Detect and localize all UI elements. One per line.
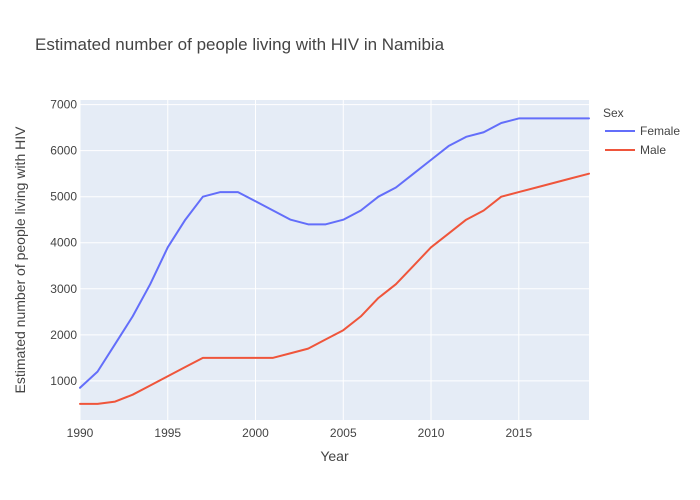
x-axis-title: Year [320,448,349,464]
series-lines [79,117,590,405]
chart-title: Estimated number of people living with H… [35,35,445,54]
plot-area [80,100,589,420]
legend-item-female[interactable]: Female [605,124,680,138]
y-tick-label: 2000 [50,328,77,342]
legend-items: Female Male [605,124,680,157]
legend-title: Sex [603,106,624,120]
legend: Sex Female Male [603,106,680,157]
x-tick-label: 1995 [154,426,181,440]
x-tick-label: 2010 [418,426,445,440]
legend-item-male[interactable]: Male [605,143,666,157]
legend-label: Male [640,143,666,157]
legend-label: Female [640,124,680,138]
series-line-male [79,172,590,405]
x-tick-label: 2005 [330,426,357,440]
series-line-female [79,117,590,389]
x-axis-ticks: 1990 1995 2000 2005 2010 2015 [67,426,533,440]
grid-lines [79,100,589,420]
x-tick-label: 2000 [242,426,269,440]
y-axis-ticks: 1000 2000 3000 4000 5000 6000 7000 [50,98,77,388]
y-tick-label: 3000 [50,282,77,296]
x-tick-label: 2015 [505,426,532,440]
y-axis-title: Estimated number of people living with H… [12,126,28,394]
y-tick-label: 5000 [50,190,77,204]
y-tick-label: 1000 [50,374,77,388]
y-tick-label: 4000 [50,236,77,250]
y-tick-label: 6000 [50,144,77,158]
y-tick-label: 7000 [50,98,77,112]
x-tick-label: 1990 [67,426,94,440]
